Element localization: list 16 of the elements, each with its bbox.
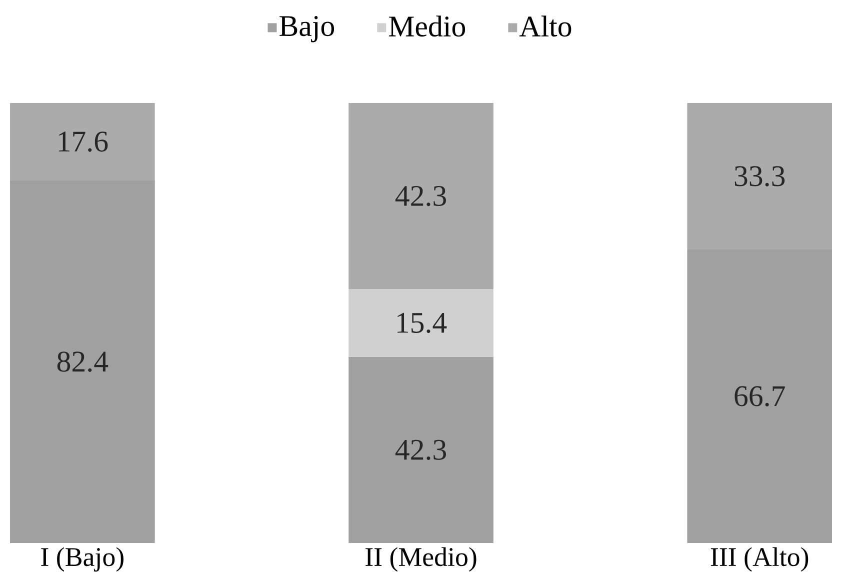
- x-tick-label: III (Alto): [710, 547, 808, 572]
- data-label: 17.6: [58, 132, 108, 152]
- data-label: 33.3: [734, 166, 785, 186]
- x-tick-label: II (Medio): [366, 547, 476, 572]
- data-label: 42.3: [395, 440, 446, 460]
- bar: [348, 289, 494, 357]
- data-label: 15.4: [397, 312, 447, 334]
- x-tick-label: I (Bajo): [41, 547, 124, 572]
- legend-label: Alto: [519, 16, 572, 37]
- legend-label: Medio: [389, 16, 466, 37]
- legend-label: Bajo: [280, 16, 334, 42]
- bar: [348, 102, 494, 290]
- data-label: 42.3: [395, 186, 446, 206]
- data-label: 82.4: [57, 352, 108, 372]
- bar: [348, 356, 494, 543]
- data-label: 66.7: [734, 386, 785, 406]
